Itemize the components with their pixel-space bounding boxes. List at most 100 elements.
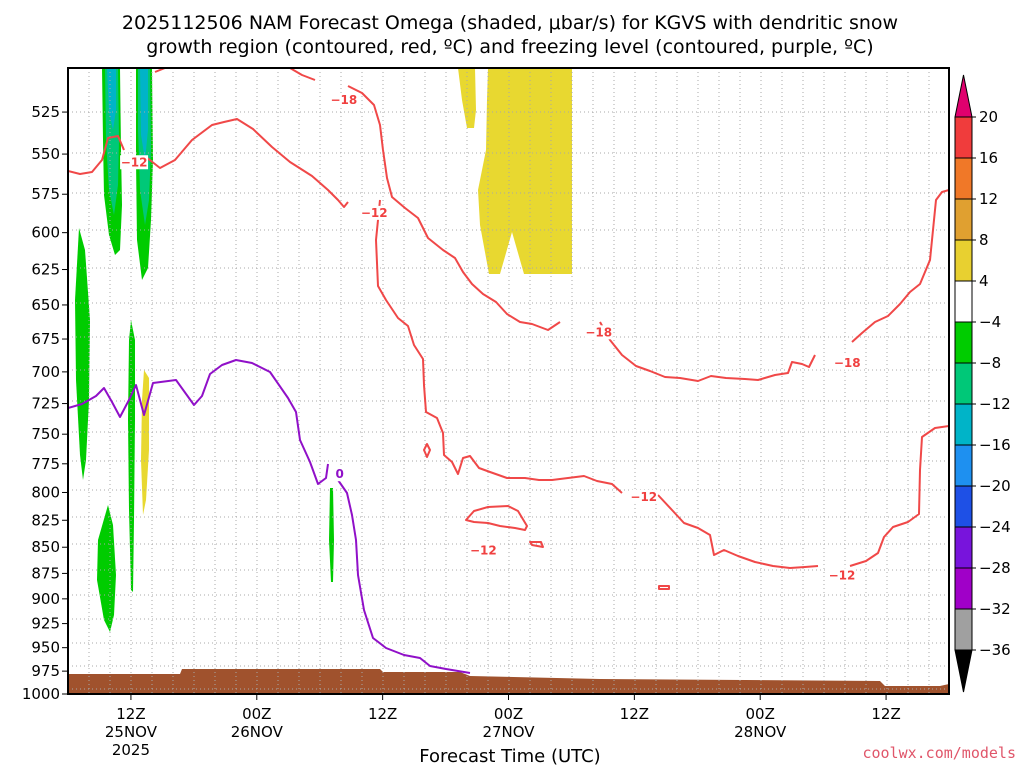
contour-minus-12-closed-loop: [465, 505, 528, 531]
x-tick-label: 00Z: [242, 705, 271, 723]
omega-shade-yellow-main: [478, 68, 572, 274]
x-tick-label: 12Z: [871, 705, 900, 723]
colorbar-label: 20: [979, 108, 998, 126]
colorbar-legend: 20 16 12 8 4 −4 −8 −12 −16 −20 −24 −28 −32 −36: [954, 74, 1011, 693]
contour-label: −12: [361, 206, 388, 220]
y-tick-label: 600: [31, 224, 60, 242]
y-tick-label: 1000: [22, 685, 60, 703]
colorbar-label: −32: [979, 600, 1011, 618]
y-tick-label: 775: [31, 455, 60, 473]
x-tick-label: 12Z: [368, 705, 397, 723]
colorbar-label: −28: [979, 559, 1011, 577]
x-tick-label: 00Z: [494, 705, 523, 723]
y-tick-label: 750: [31, 425, 60, 443]
x-tick-date: 27NOV: [482, 723, 535, 741]
contour-zero-line: [68, 359, 471, 674]
contour-label-background: [584, 325, 613, 340]
y-tick-label: 925: [31, 615, 60, 633]
colorbar-swatch: [954, 280, 973, 323]
y-tick-label: 800: [31, 483, 60, 501]
freezing-level-contour: [68, 359, 471, 674]
colorbar-swatch: [954, 608, 973, 651]
contour-label: −12: [121, 155, 148, 169]
contour-minus-12-small-loop: [529, 541, 544, 548]
x-tick-year: 2025: [112, 741, 150, 759]
colorbar-top-arrow: [954, 74, 973, 118]
contour-label-background: [333, 467, 346, 482]
omega-shade-green-sliver: [329, 488, 334, 582]
colorbar-label: 12: [979, 190, 998, 208]
x-axis-title: Forecast Time (UTC): [419, 746, 600, 767]
y-tick-label: 575: [31, 185, 60, 203]
contour-label: −18: [585, 325, 612, 339]
colorbar-swatch: [954, 526, 973, 569]
terrain-below-ground: [68, 669, 949, 694]
omega-shade-cyan-right: [140, 68, 148, 160]
y-tick-label: 850: [31, 538, 60, 556]
colorbar-swatch: [954, 567, 973, 610]
omega-shading: [68, 68, 949, 694]
y-tick-label: 700: [31, 363, 60, 381]
colorbar-label: 4: [979, 272, 989, 290]
x-tick-label: 12Z: [116, 705, 145, 723]
colorbar-label: −20: [979, 477, 1011, 495]
y-tick-label: 875: [31, 564, 60, 582]
y-tick-label: 650: [31, 296, 60, 314]
colorbar-swatch: [954, 362, 973, 405]
colorbar-swatch: [954, 403, 973, 446]
colorbar-label: −24: [979, 518, 1011, 536]
colorbar-label: 16: [979, 149, 998, 167]
dendritic-growth-contours: [68, 68, 949, 590]
chart-title-line-1: 2025112506 NAM Forecast Omega (shaded, μ…: [122, 12, 898, 34]
y-tick-label: 725: [31, 395, 60, 413]
y-tick-label: 950: [31, 639, 60, 657]
colorbar-swatch: [954, 198, 973, 241]
contour-label-background: [329, 92, 358, 107]
contour-label-background: [360, 205, 389, 220]
colorbar-label: −4: [979, 313, 1001, 331]
omega-shade-green-left-column: [75, 228, 90, 480]
x-tick-date: 25NOV: [105, 723, 158, 741]
contour-label: −18: [330, 93, 357, 107]
colorbar-swatch: [954, 239, 973, 282]
x-tick-date: 28NOV: [734, 723, 787, 741]
colorbar-swatch: [954, 444, 973, 487]
contour-label: −12: [829, 568, 856, 582]
contour-minus-12-tiny-loop: [658, 585, 670, 590]
colorbar-label: 8: [979, 231, 989, 249]
colorbar-swatch: [954, 157, 973, 200]
omega-shade-green-low-left: [97, 505, 116, 632]
y-axis: 525 550 575 600 625 650 675 700 725 750 775 800 825 8…: [22, 103, 68, 703]
contour-minus-12-dot: [423, 443, 431, 458]
y-tick-label: 975: [31, 662, 60, 680]
colorbar-label: −16: [979, 436, 1011, 454]
contour-label: 0: [335, 467, 343, 481]
y-tick-label: 550: [31, 145, 60, 163]
colorbar-label: −36: [979, 641, 1011, 659]
chart-title-line-2: growth region (contoured, red, ºC) and f…: [146, 36, 873, 58]
grid: [68, 68, 949, 694]
colorbar-swatch: [954, 116, 973, 159]
y-tick-label: 625: [31, 261, 60, 279]
plot-area: −18 −12 −12 −18 −18 −12 −12 −12 0: [68, 68, 949, 694]
contour-minus-12-line: [68, 118, 949, 569]
y-tick-label: 525: [31, 103, 60, 121]
contour-label-background: [469, 543, 498, 558]
contour-label-background: [833, 355, 862, 370]
omega-shade-cyan-left: [107, 68, 116, 130]
colorbar-swatch: [954, 485, 973, 528]
omega-shade-yellow-upper-left: [458, 68, 476, 128]
contour-minus-18-line: [154, 68, 949, 382]
contour-labels: −18 −12 −12 −18 −18 −12 −12 −12 0: [120, 92, 862, 583]
y-tick-label: 675: [31, 330, 60, 348]
contour-label-background: [629, 489, 658, 504]
contour-label-background: [120, 155, 149, 170]
colorbar-swatch: [954, 321, 973, 364]
x-tick-label: 00Z: [746, 705, 775, 723]
colorbar-bottom-arrow: [954, 649, 973, 693]
y-tick-label: 900: [31, 590, 60, 608]
contour-label: −12: [470, 543, 497, 557]
x-tick-date: 26NOV: [231, 723, 284, 741]
